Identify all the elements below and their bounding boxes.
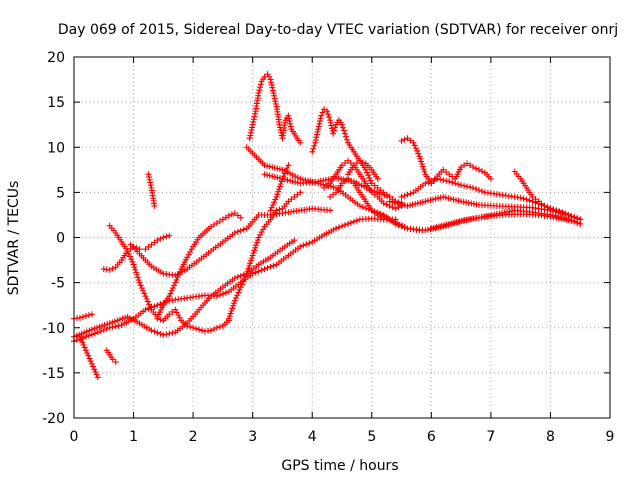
data-marks: [127, 205, 334, 279]
y-tick-label: -20: [42, 411, 65, 427]
y-tick-label: -15: [42, 366, 65, 382]
series-track-11: [154, 306, 232, 335]
series-track-26: [428, 211, 584, 232]
series-track-25: [428, 160, 494, 187]
series-track-09: [142, 232, 173, 253]
data-marks: [103, 347, 119, 366]
x-tick-label: 7: [486, 429, 495, 445]
data-marks: [76, 333, 101, 381]
data-marks: [106, 210, 244, 320]
series-track-10: [145, 171, 158, 209]
x-tick-label: 2: [189, 429, 198, 445]
y-tick-labels: -20 -15 -10 -5 0 5 10 15 20: [42, 50, 65, 427]
data-marks: [309, 106, 405, 207]
y-tick-label: 10: [47, 140, 65, 156]
series-track-08: [127, 205, 334, 279]
data-marks: [327, 175, 387, 223]
x-tick-label: 4: [308, 429, 317, 445]
series-track-27: [511, 168, 584, 223]
y-tick-label: 20: [47, 50, 65, 66]
y-tick-label: 15: [47, 95, 65, 111]
y-axis-label: SDTVAR / TECUs: [6, 181, 22, 296]
chart-title: Day 069 of 2015, Sidereal Day-to-day VTE…: [58, 22, 618, 38]
x-tick-labels: 0 1 2 3 4 5 6 7 8 9: [70, 429, 615, 445]
data-marks: [321, 157, 405, 212]
data-marks: [145, 171, 158, 209]
x-tick-label: 5: [367, 429, 376, 445]
data-marks: [225, 189, 304, 322]
series-track-16: [261, 171, 393, 200]
y-tick-label: 5: [56, 185, 65, 201]
data-marks: [511, 168, 584, 223]
series-track-06: [106, 210, 244, 320]
data-marks: [398, 135, 435, 187]
series-track-23: [398, 135, 435, 187]
x-tick-label: 3: [248, 429, 257, 445]
data-marks: [154, 306, 232, 335]
y-tick-label: 0: [56, 231, 65, 247]
data-marks: [428, 211, 584, 232]
x-tick-label: 6: [427, 429, 436, 445]
series-track-03: [76, 333, 101, 381]
data-marks: [142, 232, 173, 253]
x-tick-label: 1: [129, 429, 138, 445]
x-tick-label: 0: [70, 429, 79, 445]
data-marks: [261, 171, 393, 200]
y-tick-label: -5: [51, 276, 65, 292]
x-axis-label: GPS time / hours: [281, 458, 398, 474]
series-track-17: [309, 106, 405, 207]
series-track-19: [327, 175, 387, 223]
series-track-18: [321, 157, 405, 212]
series-track-14: [246, 71, 304, 146]
data-marks: [428, 160, 494, 187]
x-tick-label: 9: [606, 429, 615, 445]
x-tick-label: 8: [546, 429, 555, 445]
data-marks: [344, 157, 381, 182]
plot-frame: [73, 56, 611, 419]
marks-layer: [71, 71, 584, 381]
series-track-20: [344, 157, 381, 182]
series-track-12: [225, 189, 304, 322]
y-tick-label: -10: [42, 321, 65, 337]
grid-layer: [74, 57, 610, 418]
data-marks: [246, 71, 304, 146]
series-track-04: [103, 347, 119, 366]
